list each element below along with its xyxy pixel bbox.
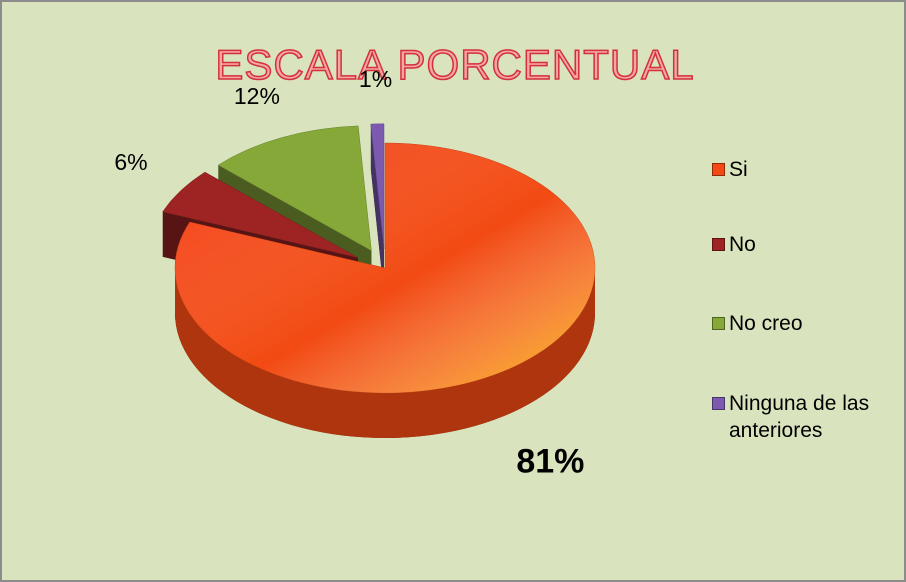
legend-swatch (712, 397, 725, 410)
legend-item: Si (712, 156, 902, 183)
legend-swatch (712, 317, 725, 330)
data-label: 6% (114, 149, 147, 175)
data-label: 81% (516, 442, 584, 480)
legend-label: No (729, 233, 756, 256)
data-label: 1% (359, 66, 392, 92)
legend-label: Ninguna de las anteriores (729, 392, 870, 442)
legend-swatch (712, 163, 725, 176)
chart-title: ESCALA PORCENTUAL (215, 41, 694, 88)
slice (162, 171, 359, 258)
slice (217, 125, 372, 252)
slice-side (175, 268, 595, 438)
slice-shine (174, 143, 595, 394)
legend-item: No creo (712, 310, 902, 337)
slice-wall (370, 124, 384, 294)
legend-item: Ninguna de las anteriores (712, 390, 902, 444)
pie: 81% 6% 12% 1% (114, 66, 596, 480)
legend-swatch (712, 238, 725, 251)
legend-label: No creo (729, 312, 803, 335)
legend-item: No (712, 231, 902, 258)
data-label: 12% (234, 83, 280, 109)
legend-label: Si (729, 158, 748, 181)
slice (370, 123, 385, 249)
